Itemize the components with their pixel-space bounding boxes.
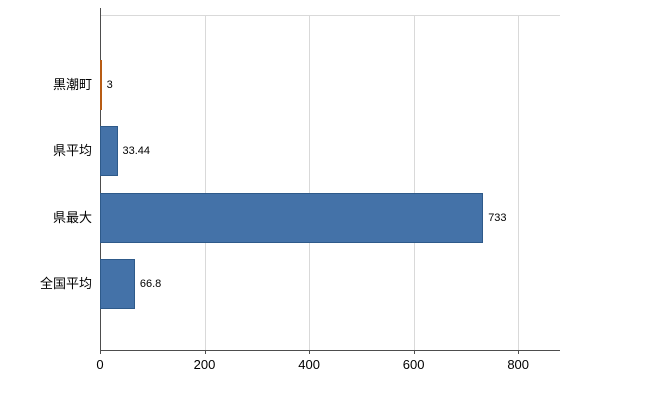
x-axis-tick bbox=[413, 350, 415, 354]
category-label: 県平均 bbox=[52, 143, 92, 159]
gridline bbox=[518, 15, 520, 350]
bar-県最大 bbox=[100, 192, 484, 243]
y-axis-top-tick bbox=[100, 8, 101, 15]
category-label: 県最大 bbox=[52, 209, 92, 225]
x-axis-tick bbox=[518, 350, 520, 354]
x-axis-tick bbox=[204, 350, 206, 354]
bar-黒潮町 bbox=[100, 60, 102, 110]
x-tick-label: 600 bbox=[402, 357, 425, 372]
x-axis-line bbox=[100, 350, 560, 351]
x-tick-label: 800 bbox=[507, 357, 530, 372]
category-label: 黒潮町 bbox=[52, 77, 92, 92]
x-axis-tick bbox=[309, 350, 311, 354]
gridline bbox=[309, 15, 311, 350]
bar-value-label: 3 bbox=[106, 79, 113, 91]
y-axis-line bbox=[100, 15, 101, 350]
bar-全国平均 bbox=[100, 258, 135, 309]
plot-top-border bbox=[100, 15, 560, 16]
x-tick-label: 200 bbox=[193, 357, 216, 372]
x-axis-tick bbox=[100, 350, 101, 354]
bar-value-label: 33.44 bbox=[122, 145, 151, 158]
x-tick-label: 400 bbox=[298, 357, 320, 372]
bar-県平均 bbox=[100, 126, 118, 177]
x-tick-label: 0 bbox=[96, 357, 104, 372]
bar-value-label: 66.8 bbox=[139, 277, 162, 290]
category-label: 全国平均 bbox=[39, 275, 92, 291]
gridline bbox=[413, 15, 415, 350]
bar-value-label: 733 bbox=[488, 211, 507, 224]
plot-area: 3 33.44 733 66.8 bbox=[100, 8, 560, 354]
gridline bbox=[204, 15, 206, 350]
